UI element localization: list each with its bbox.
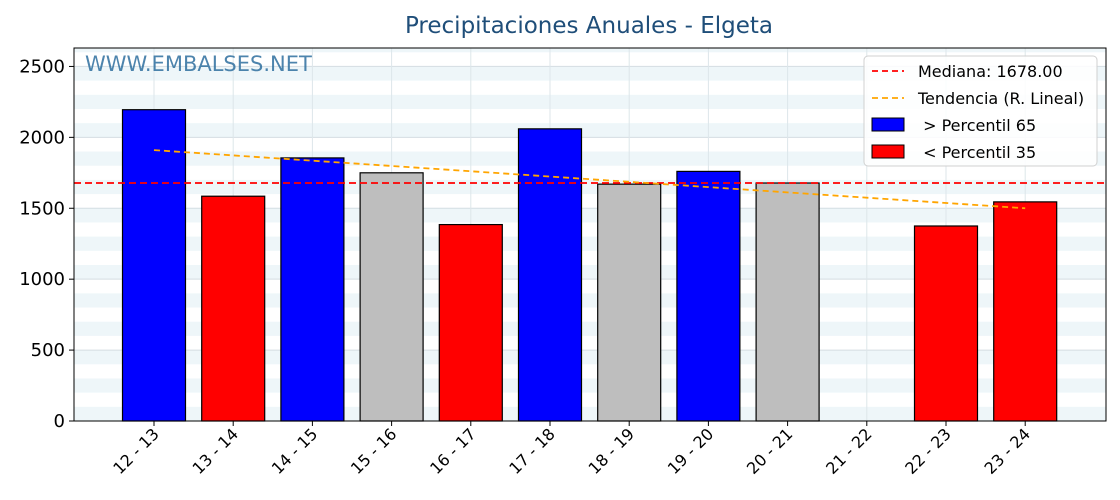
grid-stripe xyxy=(74,94,1106,109)
bar-18-19 xyxy=(597,183,662,422)
grid-stripe xyxy=(74,48,1106,53)
trend-line xyxy=(153,149,1026,210)
axes-frame xyxy=(73,47,1107,422)
y-tick-label: 0 xyxy=(54,411,65,432)
legend-label: Tendencia (R. Lineal) xyxy=(917,89,1084,108)
legend-box xyxy=(863,55,1098,167)
bar-14-15 xyxy=(280,157,345,422)
legend-swatch-patch xyxy=(871,144,905,159)
x-tick-label: 21 - 22 xyxy=(822,424,876,478)
bar-16-17 xyxy=(438,223,503,422)
bar-17-18 xyxy=(517,128,583,422)
y-tick-label: 1500 xyxy=(19,198,65,219)
bar-13-14 xyxy=(201,195,266,422)
x-tick-label: 16 - 17 xyxy=(426,424,480,478)
reference-lines xyxy=(74,149,1106,210)
x-tick-label: 22 - 23 xyxy=(901,424,955,478)
x-tick-label: 12 - 13 xyxy=(109,424,163,478)
y-tick-label: 500 xyxy=(31,340,65,361)
grid-stripe xyxy=(74,66,1106,81)
legend: Mediana: 1678.00 Tendencia (R. Lineal) > … xyxy=(863,55,1098,167)
chart-title: Precipitaciones Anuales - Elgeta xyxy=(405,13,773,39)
legend-label: > Percentil 65 xyxy=(918,116,1036,135)
x-tick-label: 14 - 15 xyxy=(268,424,322,478)
y-tick-label: 1000 xyxy=(19,269,65,290)
x-axis-ticks: 12 - 13 13 - 14 14 - 15 15 - 16 16 - 17 17 - … xyxy=(109,421,1034,478)
x-tick-label: 20 - 21 xyxy=(743,424,797,478)
x-tick-label: 18 - 19 xyxy=(585,424,639,478)
legend-label: < Percentil 35 xyxy=(918,143,1036,162)
watermark: WWW.EMBALSES.NET xyxy=(85,52,312,76)
grid-stripe xyxy=(74,123,1106,138)
x-tick-label: 17 - 18 xyxy=(505,424,559,478)
legend-label: Mediana: 1678.00 xyxy=(918,62,1063,81)
y-tick-label: 2500 xyxy=(19,56,65,77)
bar-12-13 xyxy=(121,109,187,422)
x-tick-label: 15 - 16 xyxy=(347,424,401,478)
x-tick-label: 23 - 24 xyxy=(981,424,1035,478)
bars xyxy=(121,109,1058,422)
bar-20-21 xyxy=(755,182,820,422)
bar-23-24 xyxy=(993,201,1058,422)
y-axis-ticks: 0 500 1000 1500 2000 2500 xyxy=(19,56,74,432)
axes xyxy=(73,47,1107,422)
bar-19-20 xyxy=(676,170,741,422)
x-tick-label: 19 - 20 xyxy=(664,424,718,478)
legend-swatch-patch xyxy=(871,117,905,132)
bar-15-16 xyxy=(359,172,424,422)
bar-22-23 xyxy=(913,225,979,422)
x-tick-label: 13 - 14 xyxy=(189,424,243,478)
y-tick-label: 2000 xyxy=(19,127,65,148)
grid-stripe xyxy=(74,179,1106,195)
